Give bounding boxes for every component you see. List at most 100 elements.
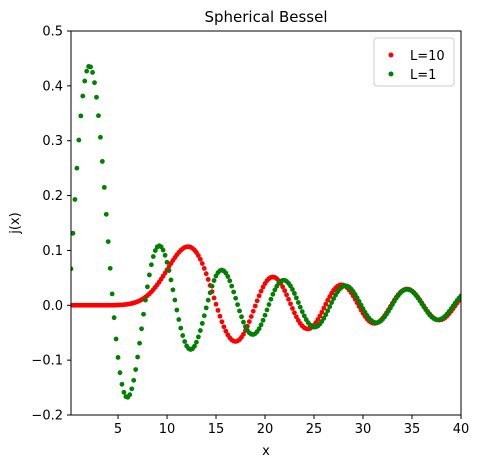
x-tick-label: 35 <box>404 422 421 437</box>
legend: L=10 L=1 <box>373 37 455 87</box>
data-point <box>280 284 286 290</box>
data-point <box>115 355 121 360</box>
data-point <box>248 314 254 319</box>
legend-marker-l1 <box>388 71 394 77</box>
data-point <box>82 78 88 84</box>
y-tick-label: 0.3 <box>42 134 63 149</box>
data-point <box>78 113 84 119</box>
x-tick-label: 5 <box>114 422 122 437</box>
y-tick-label: 0.1 <box>42 244 63 259</box>
data-point <box>293 295 299 301</box>
data-point <box>194 339 199 345</box>
data-point <box>76 137 82 143</box>
y-tick-label: 0.0 <box>42 299 63 314</box>
data-point <box>211 295 217 301</box>
data-point <box>137 340 142 346</box>
data-point <box>164 259 170 265</box>
data-point <box>121 389 127 395</box>
data-point <box>331 296 337 302</box>
y-axis-label: j(x) <box>8 212 23 234</box>
data-point <box>323 301 329 307</box>
data-point <box>319 309 325 315</box>
data-point <box>192 343 197 349</box>
data-point <box>197 256 203 262</box>
data-point <box>235 302 240 308</box>
data-point <box>71 266 74 272</box>
data-point <box>201 265 207 271</box>
data-point <box>150 254 156 259</box>
data-point <box>354 295 360 301</box>
data-point <box>292 310 297 316</box>
data-point <box>205 277 211 282</box>
data-point <box>168 277 174 283</box>
data-point <box>180 333 186 338</box>
x-tick-label: 40 <box>453 422 470 437</box>
data-point <box>329 300 335 305</box>
x-tick-label: 20 <box>257 422 274 437</box>
data-point <box>229 283 235 289</box>
data-point <box>256 293 262 299</box>
data-point <box>133 367 139 372</box>
x-axis-ticks: 5 10 15 20 25 30 35 40 <box>114 415 469 437</box>
data-point <box>286 296 291 302</box>
data-point <box>195 334 201 340</box>
data-point <box>315 317 321 322</box>
data-point <box>211 278 217 283</box>
data-point <box>107 265 113 271</box>
data-point <box>293 314 299 320</box>
data-point <box>262 312 268 318</box>
plot-frame <box>70 30 462 416</box>
data-point <box>282 288 288 293</box>
data-point <box>72 197 78 202</box>
data-point <box>264 307 270 313</box>
data-point <box>97 134 103 140</box>
data-point <box>227 278 233 284</box>
data-point <box>103 211 109 217</box>
data-point <box>290 287 295 292</box>
data-point <box>266 302 272 307</box>
data-point <box>301 313 307 319</box>
data-point <box>105 239 111 244</box>
data-point <box>178 325 184 331</box>
data-point <box>323 312 329 318</box>
data-point <box>166 268 172 273</box>
data-point <box>129 386 135 392</box>
y-tick-label: 0.5 <box>42 25 63 40</box>
data-point <box>109 291 115 297</box>
data-point <box>111 315 117 321</box>
data-point <box>225 274 231 279</box>
data-point <box>292 291 297 296</box>
series-l1 <box>71 64 461 400</box>
data-point <box>90 70 95 75</box>
data-point <box>94 94 99 100</box>
data-point <box>84 68 90 74</box>
data-point <box>295 300 301 305</box>
data-point <box>199 320 205 326</box>
plot-area <box>70 30 462 416</box>
y-axis-ticks: −0.2 −0.1 0.0 0.1 0.2 0.3 0.4 0.5 <box>31 25 71 424</box>
data-point <box>131 377 137 383</box>
x-axis-label: x <box>262 444 270 459</box>
data-point <box>260 317 266 323</box>
data-point <box>327 304 333 310</box>
legend-marker-l10 <box>388 52 394 58</box>
legend-label-l1: L=1 <box>410 68 436 83</box>
data-point <box>119 381 125 387</box>
data-point <box>358 302 364 308</box>
data-point <box>141 311 146 317</box>
data-point <box>299 309 305 315</box>
legend-label-l10: L=10 <box>410 49 445 64</box>
data-point <box>223 328 229 334</box>
data-point <box>321 305 327 311</box>
data-point <box>250 308 256 314</box>
data-point <box>174 307 180 313</box>
data-point <box>80 93 86 99</box>
data-point <box>152 248 158 253</box>
data-point <box>101 184 107 190</box>
data-point <box>88 64 93 70</box>
data-point <box>258 322 264 328</box>
x-tick-label: 30 <box>355 422 372 437</box>
chart-title: Spherical Bessel <box>204 8 327 26</box>
data-point <box>92 80 97 86</box>
series-layer <box>71 64 461 400</box>
